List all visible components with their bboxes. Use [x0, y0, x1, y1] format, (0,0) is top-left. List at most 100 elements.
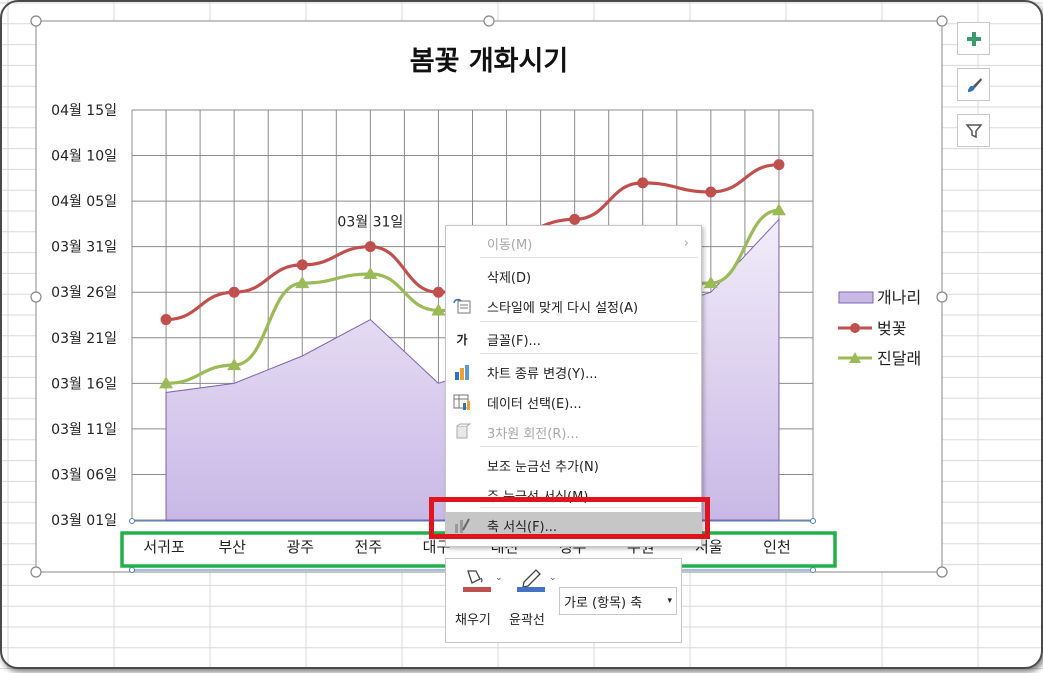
- legend-entry[interactable]: 진달래: [838, 349, 921, 368]
- x-tick-label[interactable]: 광주: [286, 538, 314, 556]
- data-point[interactable]: [295, 276, 310, 289]
- data-point[interactable]: [364, 241, 376, 253]
- resize-handle[interactable]: [936, 566, 948, 578]
- menu-item-0[interactable]: 이동(M) ›: [446, 230, 701, 256]
- menu-separator: [480, 257, 698, 258]
- plus-icon: [966, 31, 981, 46]
- rotation-icon: [453, 423, 471, 441]
- fill-button[interactable]: [462, 567, 492, 593]
- data-point[interactable]: [431, 303, 446, 316]
- axis-handle: [810, 567, 816, 573]
- chevron-down-icon: ▾: [667, 596, 672, 606]
- data-point[interactable]: [227, 358, 242, 371]
- x-tick-label[interactable]: 서귀포: [143, 538, 185, 556]
- menu-item-label: 축 서식(F)...: [487, 519, 558, 535]
- resize-handle[interactable]: [30, 291, 42, 303]
- menu-item-label: 이동(M): [487, 237, 533, 253]
- data-point[interactable]: [160, 314, 172, 326]
- menu-item-4[interactable]: 차트 종류 변경(Y)...: [446, 359, 701, 385]
- menu-item-6[interactable]: 3차원 회전(R)...: [446, 419, 701, 445]
- legend-swatch: [838, 291, 874, 304]
- menu-item-label: 보조 눈금선 추가(N): [487, 459, 599, 475]
- menu-item-1[interactable]: 삭제(D): [446, 263, 701, 289]
- data-point[interactable]: [296, 259, 308, 271]
- submenu-arrow-icon: ›: [683, 235, 689, 251]
- menu-separator: [480, 353, 698, 354]
- menu-item-3[interactable]: 가 글꼴(F)...: [446, 326, 701, 352]
- data-point[interactable]: [228, 286, 240, 298]
- axis-handle: [129, 567, 135, 573]
- axis-handle: [810, 518, 816, 524]
- y-tick-label: 04월 05일: [51, 194, 117, 210]
- data-point[interactable]: [703, 276, 718, 289]
- legend-label: 벚꽃: [877, 319, 906, 338]
- y-tick-label: 03월 16일: [51, 376, 117, 392]
- menu-item-8[interactable]: 주 눈금선 서식(M)...: [446, 482, 701, 508]
- y-tick-label: 03월 31일: [51, 240, 117, 256]
- brush-icon: [967, 77, 982, 92]
- chart-element-select[interactable]: 가로 (항목) 축 ▾: [559, 587, 677, 615]
- outline-dropdown-arrow[interactable]: ⌄: [549, 573, 557, 583]
- chart-styles-button[interactable]: [957, 68, 990, 101]
- legend-label: 개나리: [877, 288, 921, 307]
- data-label[interactable]: 03월 31일: [337, 215, 403, 231]
- resize-handle[interactable]: [936, 291, 948, 303]
- data-point[interactable]: [432, 286, 444, 298]
- context-menu: 이동(M) › 삭제(D) 스타일에 맞게 다시 설정(A) 가 글꼴(F)... 차트 종…: [445, 225, 702, 547]
- data-point[interactable]: [363, 267, 378, 279]
- menu-item-label: 차트 종류 변경(Y)...: [487, 366, 598, 382]
- outline-label: 윤곽선: [509, 613, 545, 628]
- chart-element-select-value: 가로 (항목) 축: [564, 595, 643, 611]
- menu-item-label: 3차원 회전(R)...: [487, 426, 579, 442]
- legend-entry[interactable]: 벚꽃: [838, 319, 906, 338]
- menu-item-label: 스타일에 맞게 다시 설정(A): [487, 300, 639, 316]
- menu-item-5[interactable]: 데이터 선택(E)...: [446, 389, 701, 415]
- chart-filters-button[interactable]: [957, 114, 990, 147]
- menu-item-7[interactable]: 보조 눈금선 추가(N): [446, 452, 701, 478]
- legend-marker: [850, 323, 860, 333]
- legend-entry[interactable]: 개나리: [838, 288, 921, 307]
- x-tick-label[interactable]: 인천: [763, 538, 791, 556]
- y-tick-label: 03월 06일: [51, 467, 117, 483]
- data-point[interactable]: [771, 203, 786, 216]
- y-tick-label: 03월 26일: [51, 285, 117, 301]
- chart-title[interactable]: 봄꽃 개화시기: [410, 46, 568, 77]
- y-tick-label: 04월 15일: [51, 103, 117, 119]
- legend-label: 진달래: [877, 349, 921, 368]
- mini-toolbar: ⌄ ⌄ 채우기 윤곽선 가로 (항목) 축 ▾: [445, 558, 682, 643]
- menu-separator: [480, 446, 698, 447]
- outline-button[interactable]: [516, 567, 546, 593]
- chart-type-icon: [453, 363, 471, 381]
- menu-separator: [480, 321, 698, 322]
- x-tick-label[interactable]: 부산: [218, 538, 246, 556]
- data-point[interactable]: [569, 213, 581, 225]
- menu-item-label: 데이터 선택(E)...: [487, 396, 582, 412]
- menu-item-9[interactable]: 축 서식(F)...: [446, 512, 701, 538]
- select-data-icon: [453, 393, 471, 411]
- reset-style-icon: [453, 297, 471, 315]
- resize-handle[interactable]: [30, 566, 42, 578]
- menu-item-label: 주 눈금선 서식(M)...: [487, 489, 601, 505]
- menu-item-label: 글꼴(F)...: [487, 333, 541, 349]
- menu-item-2[interactable]: 스타일에 맞게 다시 설정(A): [446, 293, 701, 319]
- x-tick-label[interactable]: 대구: [423, 538, 451, 556]
- paint-bucket-icon: [463, 570, 491, 592]
- font-icon: 가: [456, 332, 468, 347]
- chart-elements-button[interactable]: [957, 22, 990, 55]
- data-point[interactable]: [773, 159, 785, 171]
- axis-handle: [129, 518, 135, 524]
- data-point[interactable]: [159, 376, 174, 389]
- menu-item-label: 삭제(D): [487, 270, 532, 286]
- fill-dropdown-arrow[interactable]: ⌄: [495, 573, 503, 583]
- fill-label: 채우기: [455, 613, 491, 628]
- legend-marker: [849, 352, 861, 363]
- y-tick-label: 03월 11일: [51, 422, 117, 438]
- data-point[interactable]: [637, 177, 649, 189]
- resize-handle[interactable]: [936, 15, 948, 27]
- pen-icon: [517, 569, 545, 592]
- data-point[interactable]: [705, 186, 717, 198]
- x-tick-label[interactable]: 전주: [355, 538, 383, 556]
- resize-handle[interactable]: [30, 15, 42, 27]
- y-tick-label: 03월 01일: [51, 513, 117, 529]
- resize-handle[interactable]: [483, 15, 495, 27]
